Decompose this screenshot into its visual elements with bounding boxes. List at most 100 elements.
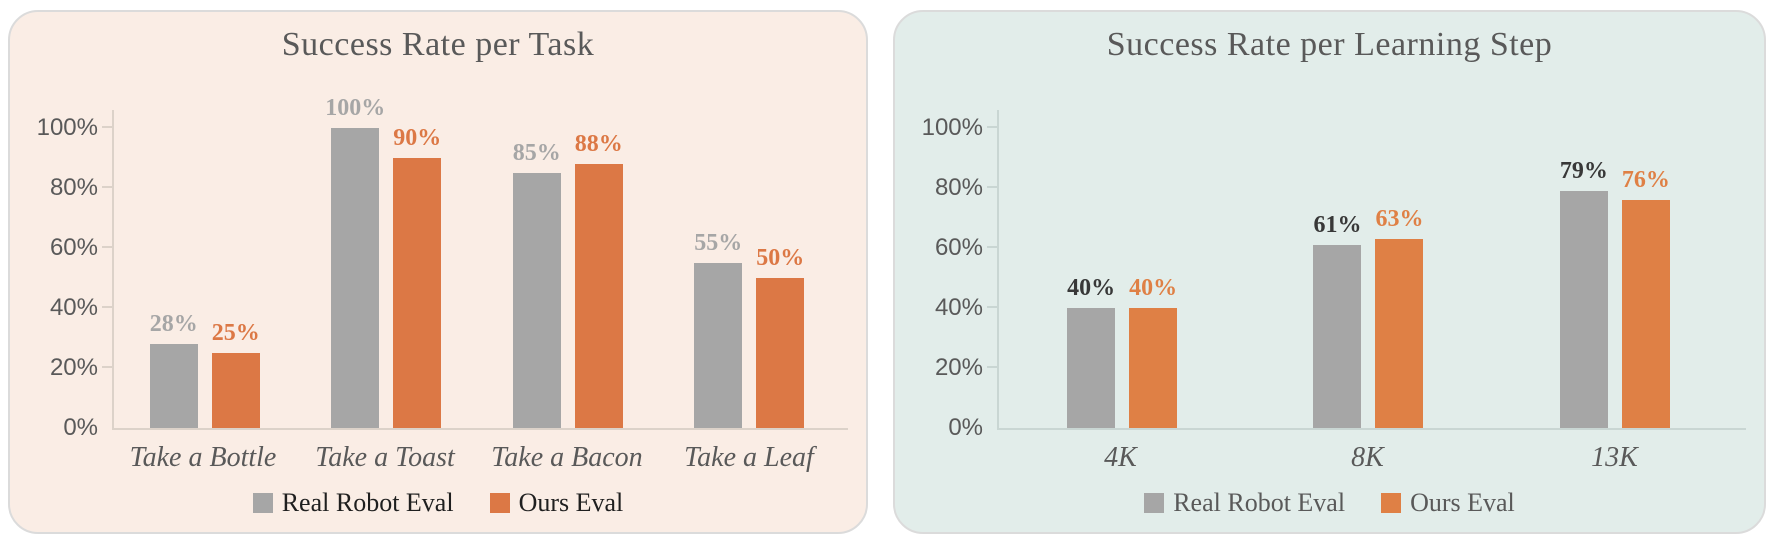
bar-group: 79% 76% [1492,159,1738,428]
bar-slot: 88% [574,132,623,428]
bar-value-label: 100% [325,94,386,121]
y-tick-mark [102,305,112,308]
bar-group: 28% 25% [114,312,296,428]
chart-title: Success Rate per Learning Step [1106,26,1553,63]
y-tick-label: 60% [49,233,98,261]
category-label: Take a Leaf [684,441,814,473]
bar-pair: 28% 25% [149,312,260,428]
bar [1621,199,1670,428]
bar-slot: 28% [149,312,198,428]
bar-slot: 79% [1559,159,1608,428]
chart-card-success-rate-per-learning-step: Success Rate per Learning Step 0% 20% 40% 6… [893,10,1766,534]
plot-area: 0% 20% 40% 60% 80% 100% 40% 40% 61% 63% 79% 76% [895,109,1764,439]
y-tick-mark [102,365,112,368]
bar [211,352,260,428]
y-tick-label: 0% [63,413,98,441]
bar-value-label: 90% [393,124,442,151]
category-label: 13K [1591,441,1638,473]
y-tick-label: 80% [49,173,98,201]
bar-slot: 55% [694,231,743,428]
bar-slot: 100% [325,96,385,428]
legend-item: Real Robot Eval [252,487,454,517]
bar [393,157,442,428]
bar-group: 55% 50% [659,231,841,428]
y-tick-label: 80% [934,173,983,201]
bar-groups: 40% 40% 61% 63% 79% 76% [999,110,1738,428]
bar-pair: 55% 50% [694,231,805,428]
bar [1559,190,1608,428]
bar-pair: 79% 76% [1559,159,1670,428]
bar-slot: 76% [1621,168,1670,428]
category-label: 8K [1351,441,1384,473]
bar [331,127,380,428]
bar-slot: 40% [1129,276,1178,428]
y-tick-mark [102,125,112,128]
legend-swatch [489,492,510,513]
y-tick-mark [987,305,997,308]
bar-slot: 25% [211,321,260,428]
bar-slot: 61% [1313,213,1362,428]
y-tick-label: 0% [948,413,983,441]
bar-value-label: 85% [512,139,561,166]
legend-item: Real Robot Eval [1144,489,1345,516]
bar-group: 85% 88% [477,132,659,428]
category-label: Take a Bacon [491,441,643,473]
bar [1129,307,1178,428]
y-tick-mark [987,125,997,128]
y-tick-mark [987,245,997,248]
y-tick-label: 100% [921,113,983,141]
chart-title: Success Rate per Task [281,26,595,63]
bar-slot: 50% [756,246,805,428]
y-tick-label: 100% [36,113,98,141]
y-axis-line [997,109,999,428]
bar-slot: 40% [1067,276,1116,428]
bar-value-label: 61% [1313,211,1362,238]
bar-value-label: 79% [1559,157,1608,184]
bar [1067,307,1116,428]
legend-swatch [1381,492,1402,513]
y-tick-label: 20% [934,353,983,381]
y-tick-mark [102,245,112,248]
bar-value-label: 40% [1067,274,1116,301]
bar-slot: 90% [393,126,442,428]
y-tick-mark [987,365,997,368]
category-labels: Take a Bottle Take a Toast Take a Bacon Tak… [112,442,840,474]
legend: Real Robot Eval Ours Eval [895,489,1764,516]
bar-pair: 100% 90% [325,96,442,428]
y-tick-label: 20% [49,353,98,381]
bar [149,343,198,428]
y-tick-label: 40% [49,293,98,321]
y-tick-label: 60% [934,233,983,261]
bar-slot: 85% [512,141,561,428]
category-label: Take a Toast [315,441,455,473]
bar-chart-success-rate-per-learning-step: 0% 20% 40% 60% 80% 100% 40% 40% 61% 63% 79% 76% 4K 8K… [895,109,1764,516]
bar-value-label: 25% [211,319,260,346]
y-axis-line [112,109,114,428]
bar-group: 100% 90% [296,96,478,428]
x-axis-line [112,427,848,430]
category-labels: 4K 8K 13K [997,442,1738,474]
bar [756,277,805,428]
y-tick-label: 40% [934,293,983,321]
x-axis-line [997,427,1746,430]
category-label: Take a Bottle [129,441,277,473]
bar-pair: 40% 40% [1067,276,1178,428]
bar-value-label: 55% [694,229,743,256]
category-label: 4K [1104,441,1137,473]
legend-label: Real Robot Eval [281,487,454,517]
legend-label: Ours Eval [518,487,624,517]
chart-card-success-rate-per-task: Success Rate per Task 0% 20% 40% 60% 80% 100%… [8,10,868,534]
bar-value-label: 88% [574,130,623,157]
bar-pair: 85% 88% [512,132,623,428]
y-tick-mark [102,185,112,188]
y-axis: 0% 20% 40% 60% 80% 100% [10,110,112,439]
bar-value-label: 76% [1621,166,1670,193]
bar-value-label: 40% [1129,274,1178,301]
bar [694,262,743,428]
bar [1375,238,1424,428]
plot-area: 0% 20% 40% 60% 80% 100% 28% 25% 100% 90% 85% 88% 55%… [10,96,866,439]
bar-value-label: 50% [756,244,805,271]
bar-slot: 63% [1375,207,1424,428]
legend-item: Ours Eval [1381,489,1515,516]
